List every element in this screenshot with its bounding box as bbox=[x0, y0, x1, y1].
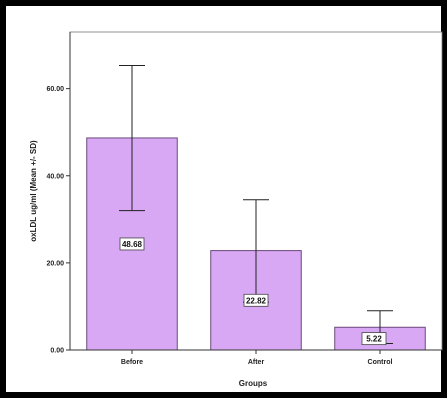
x-tick-label-control: Control bbox=[368, 359, 393, 366]
y-tick-label: 0.00 bbox=[50, 348, 64, 355]
data-label-box-before bbox=[119, 237, 145, 251]
data-label-control: 5.22 bbox=[366, 335, 382, 344]
y-tick-label: 20.00 bbox=[46, 260, 64, 267]
bar-chart: 48.68 22.82 5.22 Before After Control 0.00 20.… bbox=[29, 31, 443, 388]
data-label-after: 22.82 bbox=[246, 296, 267, 305]
y-tick-label: 40.00 bbox=[46, 173, 64, 180]
data-label-before: 48.68 bbox=[122, 240, 143, 249]
x-tick-label-before: Before bbox=[121, 359, 143, 366]
data-label-box-control bbox=[361, 332, 387, 346]
data-label-box-after bbox=[243, 293, 269, 307]
x-axis-title: Groups bbox=[239, 379, 268, 388]
y-axis-title: oxLDL ug/ml (Mean +/- SD) bbox=[29, 140, 38, 242]
x-tick-label-after: After bbox=[248, 359, 265, 366]
y-tick-label: 60.00 bbox=[46, 86, 64, 93]
